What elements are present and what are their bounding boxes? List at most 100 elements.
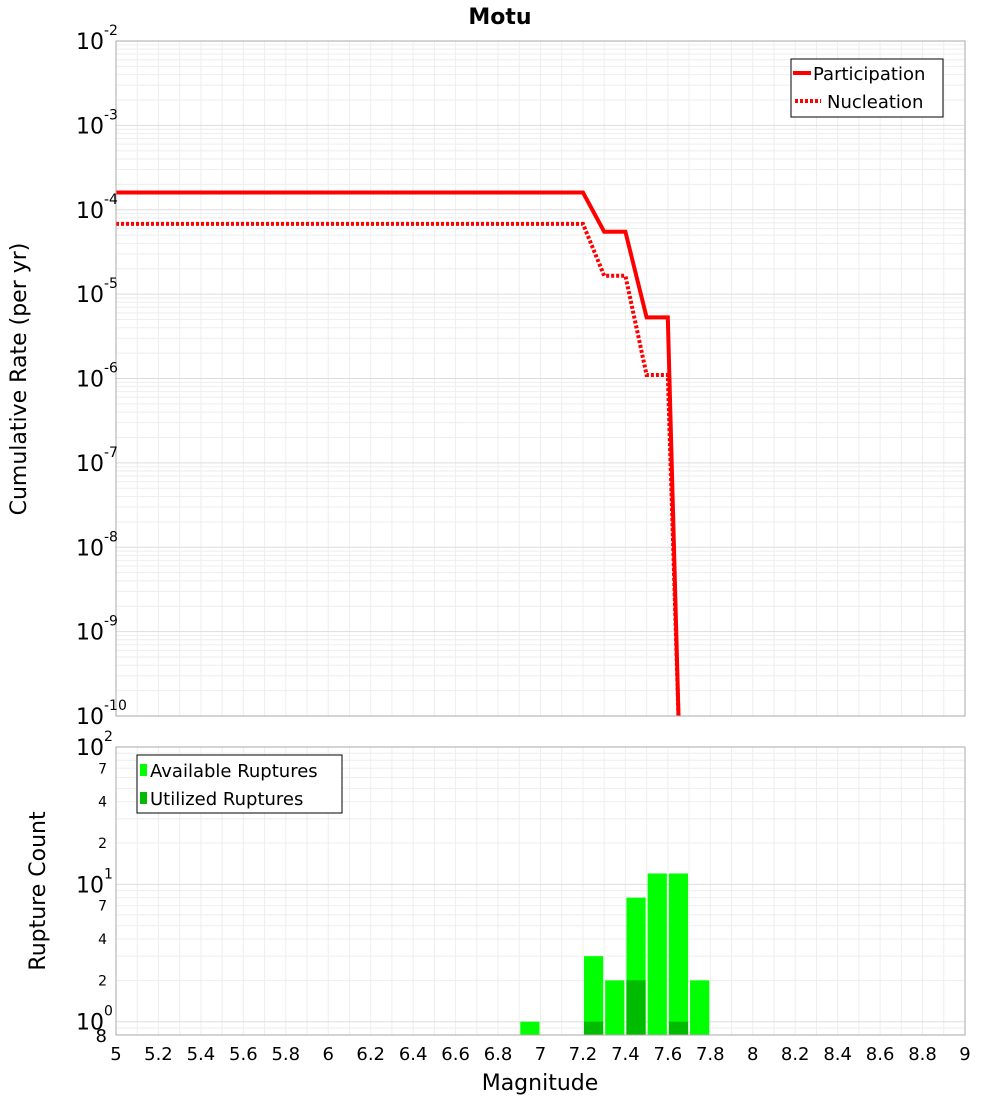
x-tick-labels: 5 5.2 5.4 5.6 5.8 6 6.2 6.4 6.6 6.8 7 7.2 7.4 7.6 7.8 8… [110, 1044, 970, 1065]
top-y-tick-base: 10 [76, 536, 104, 561]
available-rupture-bar [520, 1021, 540, 1035]
legend-available-label: Available Ruptures [150, 761, 318, 782]
x-tick-label: 7.8 [696, 1044, 725, 1065]
bottom-y-tick-base: 10 [76, 1011, 104, 1036]
top-y-tick-base: 10 [76, 621, 104, 646]
top-y-tick: 10 -6 [76, 361, 118, 393]
x-tick-label: 7 [535, 1044, 546, 1065]
x-tick-label: 9 [959, 1044, 970, 1065]
top-y-tick: 10 -5 [76, 276, 118, 308]
top-y-tick-exp: -9 [104, 614, 118, 630]
top-y-tick: 10 -3 [76, 107, 118, 139]
series-line-nucleation [116, 221, 681, 717]
legend-nucleation-label: Nucleation [827, 92, 923, 113]
available-rupture-bar [583, 956, 604, 1035]
bottom-y-tick-base: 10 [76, 873, 104, 898]
x-tick-label: 5.8 [271, 1044, 300, 1065]
top-y-axis-label: Cumulative Rate (per yr) [7, 243, 32, 516]
x-tick-label: 5.2 [144, 1044, 173, 1065]
bottom-y-tick-exp: 0 [104, 1004, 113, 1020]
top-y-tick: 10 -9 [76, 614, 118, 646]
top-y-tick-exp: -10 [104, 698, 127, 714]
x-tick-label: 6 [323, 1044, 334, 1065]
bottom-y-tick-base: 10 [76, 736, 104, 761]
x-tick-label: 7.4 [611, 1044, 640, 1065]
top-y-tick-exp: -2 [104, 23, 118, 39]
top-y-tick-base: 10 [76, 199, 104, 224]
top-y-tick-base: 10 [76, 452, 104, 477]
bottom-legend-box [136, 754, 343, 814]
top-plot-border [115, 40, 966, 717]
x-tick-label: 8 [747, 1044, 758, 1065]
top-series-group [116, 190, 681, 717]
top-y-tick: 10 -7 [76, 445, 118, 477]
legend-utilized-label: Utilized Ruptures [150, 789, 303, 810]
available-rupture-bar [690, 980, 710, 1035]
top-y-tick-exp: -7 [104, 445, 118, 461]
bottom-y-major-tick: 10 1 [76, 866, 113, 898]
x-tick-label: 6.8 [484, 1044, 513, 1065]
utilized-rupture-bar [583, 1021, 604, 1035]
x-tick-label: 6.6 [441, 1044, 470, 1065]
top-y-tick-exp: -8 [104, 529, 118, 545]
x-tick-label: 8.8 [908, 1044, 937, 1065]
available-rupture-bar [668, 873, 689, 1035]
bottom-gridlines [115, 747, 966, 1036]
x-tick-label: 8.6 [866, 1044, 895, 1065]
top-y-tick: 10 -8 [76, 529, 118, 561]
bottom-legend: Available Ruptures Utilized Ruptures [136, 754, 343, 814]
utilized-rupture-bar [626, 980, 646, 1035]
top-y-tick-exp: -3 [104, 107, 118, 123]
top-y-tick-base: 10 [76, 705, 104, 730]
top-y-tick-base: 10 [76, 30, 104, 55]
top-y-tick: 10 -4 [76, 192, 118, 224]
bottom-y-minor-tick: 2 [98, 836, 107, 852]
bottom-bars-group [520, 873, 710, 1035]
x-tick-label: 6.4 [399, 1044, 428, 1065]
utilized-rupture-bar [668, 1021, 689, 1035]
legend-participation-label: Participation [813, 64, 925, 85]
x-tick-label: 7.2 [569, 1044, 598, 1065]
top-gridlines [115, 41, 966, 717]
series-line-participation [116, 190, 681, 717]
x-axis-label: Magnitude [482, 1071, 599, 1096]
x-tick-label: 5 [110, 1044, 121, 1065]
available-rupture-bar [647, 873, 667, 1035]
bottom-y-tick-exp: 2 [104, 729, 113, 745]
bottom-y-minor-tick: 7 [98, 899, 107, 915]
bottom-y-major-tick: 10 2 [76, 729, 113, 761]
bottom-y-minor-tick: 8 [96, 1026, 107, 1047]
legend-utilized-swatch [140, 792, 147, 804]
bottom-y-minor-tick: 2 [98, 973, 107, 989]
available-rupture-bar [605, 980, 625, 1035]
bottom-y-minor-tick: 4 [98, 932, 107, 948]
x-tick-label: 8.2 [781, 1044, 810, 1065]
legend-available-swatch [140, 764, 147, 776]
top-y-tick: 10 -10 [76, 698, 127, 730]
x-tick-label: 8.4 [823, 1044, 852, 1065]
top-legend: Participation Nucleation [790, 58, 944, 118]
bottom-y-axis-label: Rupture Count [26, 811, 51, 971]
x-tick-label: 7.6 [654, 1044, 683, 1065]
x-tick-label: 5.6 [229, 1044, 258, 1065]
chart-title: Motu [468, 5, 531, 30]
top-y-tick-base: 10 [76, 283, 104, 308]
bottom-y-minor-tick: 7 [98, 761, 107, 777]
top-y-tick-exp: -5 [104, 276, 118, 292]
top-y-tick-exp: -4 [104, 192, 118, 208]
bottom-y-tick-exp: 1 [104, 866, 113, 882]
bottom-plot-border [115, 746, 966, 1036]
top-y-tick: 10 -2 [76, 23, 118, 55]
top-legend-box [790, 58, 944, 118]
bottom-y-major-tick: 10 0 [76, 1004, 113, 1036]
x-tick-label: 5.4 [187, 1044, 216, 1065]
x-tick-label: 6.2 [356, 1044, 385, 1065]
top-y-tick-base: 10 [76, 114, 104, 139]
bottom-y-minor-tick: 4 [98, 795, 107, 811]
top-y-tick-exp: -6 [104, 361, 118, 377]
